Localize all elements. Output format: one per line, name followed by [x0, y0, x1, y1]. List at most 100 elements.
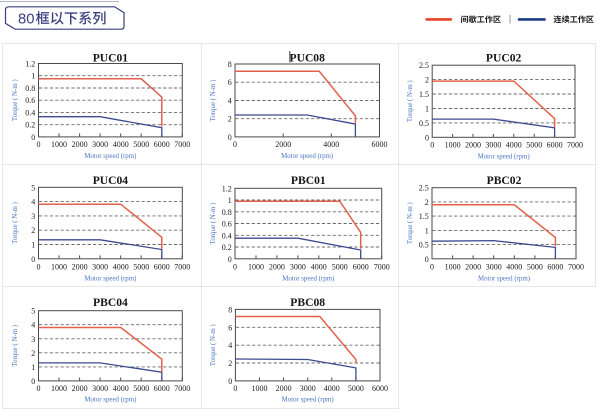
- svg-text:5: 5: [31, 183, 35, 192]
- svg-text:4000: 4000: [506, 140, 522, 149]
- svg-text:PBC08: PBC08: [290, 296, 325, 309]
- svg-text:7000: 7000: [174, 140, 190, 149]
- svg-text:1: 1: [228, 196, 232, 205]
- svg-text:1: 1: [31, 363, 35, 372]
- svg-text:4000: 4000: [113, 140, 129, 149]
- svg-text:Motor speed (rpm): Motor speed (rpm): [478, 153, 530, 160]
- svg-text:PBC02: PBC02: [487, 174, 522, 187]
- svg-text:1: 1: [31, 241, 35, 250]
- svg-text:3000: 3000: [486, 263, 502, 272]
- svg-text:5000: 5000: [527, 263, 543, 272]
- svg-text:1000: 1000: [445, 140, 461, 149]
- svg-text:0: 0: [430, 263, 434, 272]
- svg-text:1.5: 1.5: [419, 90, 429, 99]
- svg-text:1000: 1000: [248, 263, 264, 272]
- svg-text:2000: 2000: [269, 263, 285, 272]
- svg-text:0: 0: [233, 140, 237, 149]
- svg-text:7000: 7000: [374, 263, 390, 272]
- svg-text:0.4: 0.4: [222, 231, 232, 240]
- svg-text:4: 4: [31, 198, 35, 207]
- svg-text:4000: 4000: [323, 140, 339, 149]
- svg-text:Torque ( N-m ): Torque ( N-m ): [210, 324, 217, 366]
- svg-text:2000: 2000: [275, 140, 291, 149]
- svg-text:6: 6: [228, 78, 232, 87]
- svg-text:8: 8: [228, 60, 232, 69]
- svg-text:0.4: 0.4: [25, 108, 35, 117]
- svg-text:5000: 5000: [133, 263, 149, 272]
- svg-text:Motor speed (rpm): Motor speed (rpm): [478, 275, 530, 282]
- svg-text:3000: 3000: [92, 263, 108, 272]
- svg-text:4000: 4000: [324, 384, 340, 393]
- svg-text:2: 2: [31, 226, 35, 235]
- svg-text:5000: 5000: [332, 263, 348, 272]
- svg-text:1: 1: [425, 105, 429, 114]
- svg-text:2: 2: [425, 76, 429, 85]
- svg-text:7000: 7000: [568, 263, 584, 272]
- svg-text:0: 0: [31, 377, 35, 386]
- svg-text:2.5: 2.5: [419, 61, 429, 70]
- svg-text:2: 2: [228, 115, 232, 124]
- svg-text:5000: 5000: [133, 140, 149, 149]
- svg-text:1: 1: [425, 226, 429, 235]
- svg-text:Torque ( N-m ): Torque ( N-m ): [210, 80, 217, 122]
- svg-text:0.8: 0.8: [25, 84, 35, 93]
- svg-text:1.5: 1.5: [419, 212, 429, 221]
- svg-text:4000: 4000: [113, 263, 129, 272]
- svg-text:Motor speed (rpm): Motor speed (rpm): [84, 153, 136, 160]
- svg-text:3: 3: [31, 335, 35, 344]
- svg-text:1000: 1000: [51, 384, 67, 393]
- svg-text:0.8: 0.8: [222, 208, 232, 217]
- svg-text:2: 2: [228, 359, 232, 368]
- svg-text:3000: 3000: [290, 263, 306, 272]
- svg-text:Torque ( N-m ): Torque ( N-m ): [210, 203, 217, 245]
- svg-text:6000: 6000: [372, 384, 388, 393]
- svg-text:1.2: 1.2: [222, 184, 232, 193]
- svg-text:PUC02: PUC02: [486, 51, 522, 64]
- svg-text:Torque ( N-m ): Torque ( N-m ): [12, 202, 19, 244]
- svg-text:PUC01: PUC01: [93, 51, 129, 64]
- svg-text:6000: 6000: [353, 263, 369, 272]
- svg-text:1: 1: [31, 72, 35, 81]
- svg-text:0: 0: [233, 384, 237, 393]
- svg-text:0: 0: [425, 255, 429, 264]
- svg-text:3: 3: [31, 212, 35, 221]
- svg-text:Motor speed (rpm): Motor speed (rpm): [84, 275, 136, 282]
- svg-text:0.2: 0.2: [25, 121, 35, 130]
- svg-text:2000: 2000: [465, 140, 481, 149]
- svg-text:1000: 1000: [51, 263, 67, 272]
- svg-text:2: 2: [31, 349, 35, 358]
- svg-text:0.6: 0.6: [222, 220, 232, 229]
- svg-text:4000: 4000: [506, 263, 522, 272]
- svg-text:2000: 2000: [72, 140, 88, 149]
- svg-text:5000: 5000: [526, 140, 542, 149]
- svg-text:0: 0: [37, 263, 41, 272]
- svg-text:0: 0: [37, 384, 41, 393]
- svg-text:Motor speed (rpm): Motor speed (rpm): [281, 153, 333, 160]
- svg-text:0: 0: [31, 255, 35, 264]
- svg-text:0: 0: [233, 263, 237, 272]
- svg-text:Motor speed (rpm): Motor speed (rpm): [282, 275, 334, 282]
- svg-text:0.6: 0.6: [25, 96, 35, 105]
- svg-text:Motor speed (rpm): Motor speed (rpm): [84, 397, 136, 404]
- svg-text:Torque ( N-m ): Torque ( N-m ): [12, 79, 19, 121]
- svg-text:0: 0: [430, 140, 434, 149]
- svg-text:5: 5: [31, 307, 35, 316]
- svg-text:0: 0: [31, 133, 35, 142]
- svg-text:4: 4: [228, 97, 232, 106]
- svg-text:5000: 5000: [348, 384, 364, 393]
- svg-text:4: 4: [31, 321, 35, 330]
- svg-text:2000: 2000: [72, 384, 88, 393]
- svg-text:0.5: 0.5: [419, 241, 429, 250]
- svg-text:8: 8: [228, 305, 232, 314]
- svg-text:6000: 6000: [372, 140, 388, 149]
- svg-text:1000: 1000: [445, 263, 461, 272]
- svg-text:1000: 1000: [51, 140, 67, 149]
- svg-text:PUC08: PUC08: [289, 51, 325, 64]
- svg-text:2000: 2000: [276, 384, 292, 393]
- svg-text:0: 0: [228, 255, 232, 264]
- svg-text:1.2: 1.2: [25, 60, 35, 69]
- svg-text:0.5: 0.5: [419, 119, 429, 128]
- svg-text:Torque ( N-m ): Torque ( N-m ): [12, 325, 19, 367]
- svg-text:6000: 6000: [547, 263, 563, 272]
- svg-text:5000: 5000: [133, 384, 149, 393]
